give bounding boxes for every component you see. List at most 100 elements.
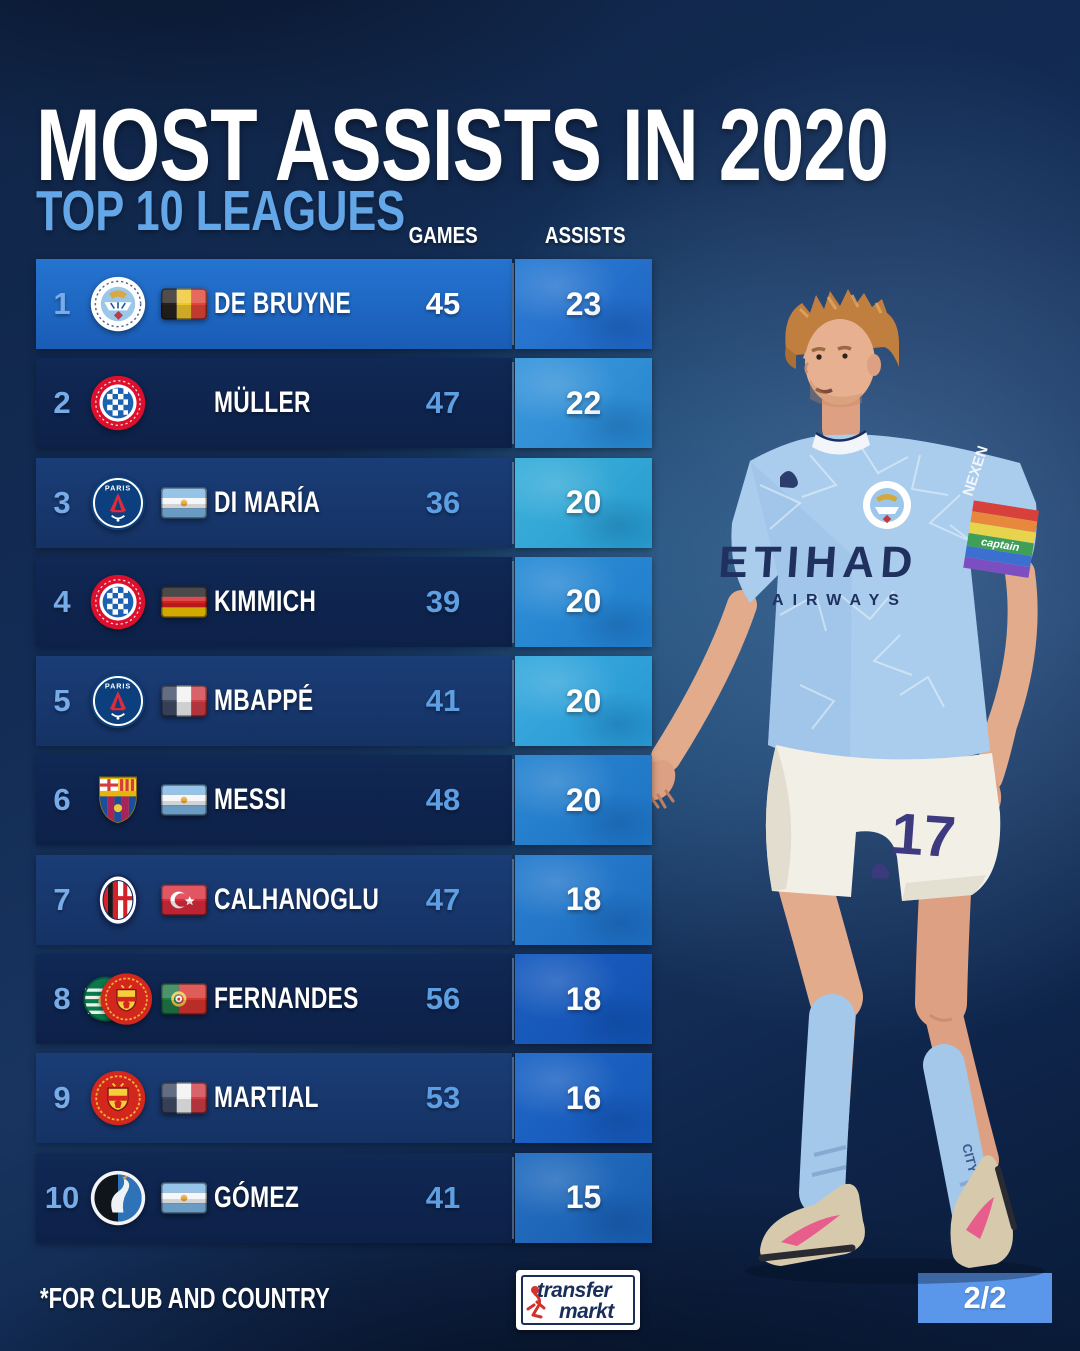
games-value: 47 [425, 881, 461, 917]
club-badges [82, 871, 154, 929]
assists-value: 20 [512, 457, 652, 548]
rank-number: 9 [53, 1080, 71, 1116]
nationality-flag-box [154, 983, 214, 1015]
assists-value: 20 [512, 656, 652, 747]
nationality-flag-box [154, 685, 214, 717]
club-badge-man-united [89, 1069, 147, 1127]
transfermarkt-logo: transfer markt [516, 1270, 640, 1330]
games-value: 36 [425, 484, 461, 520]
table-row: 3 DI MARÍA 36 20 [36, 457, 652, 548]
player-name: DI MARÍA [214, 485, 321, 519]
player-name: MÜLLER [214, 386, 311, 420]
flag-argentina [161, 1182, 207, 1214]
nationality-flag-box [154, 784, 214, 816]
svg-text:17: 17 [889, 801, 958, 870]
table-row: 6 MESSI 48 20 [36, 755, 652, 846]
assists-value: 18 [512, 954, 652, 1045]
games-value: 39 [425, 583, 461, 619]
assists-value: 23 [512, 259, 652, 349]
flag-belgium [161, 288, 207, 320]
rank-number: 6 [53, 782, 71, 818]
row-bar: 1 DE BRUYNE 45 [36, 259, 512, 349]
assists-value: 16 [512, 1053, 652, 1144]
club-badge-milan [89, 871, 147, 929]
transfermarkt-logo-inner: transfer markt [521, 1275, 635, 1325]
row-bar: 7 CALHANOGLU 47 [36, 854, 512, 945]
nationality-flag-box [154, 288, 214, 320]
games-value: 41 [425, 1179, 461, 1215]
flag-france [161, 1082, 207, 1114]
flag-france [161, 685, 207, 717]
table-row: 5 MBAPPÉ 41 20 [36, 656, 652, 747]
rank-number: 8 [53, 981, 71, 1017]
page-subtitle: TOP 10 LEAGUES [36, 179, 406, 244]
club-badge-bayern [89, 374, 147, 432]
assists-value: 20 [512, 556, 652, 647]
club-badge-psg [89, 672, 147, 730]
assists-value: 15 [512, 1152, 652, 1243]
player-name: FERNANDES [214, 982, 359, 1016]
games-value: 56 [425, 981, 461, 1017]
club-badge-man-united [99, 970, 154, 1028]
club-badges [82, 573, 154, 631]
player-name: CALHANOGLU [214, 882, 380, 916]
rank-number: 10 [44, 1179, 80, 1215]
svg-text:captain: captain [980, 536, 1020, 554]
club-badge-barcelona [89, 771, 147, 829]
table-row: 4 KIMMICH 39 20 [36, 556, 652, 647]
column-header-games: GAMES [408, 222, 478, 248]
table-row: 7 CALHANOGLU 47 18 [36, 854, 652, 945]
rank-number: 2 [53, 385, 71, 421]
club-badge-man-city [89, 275, 147, 333]
club-badges [82, 672, 154, 730]
assists-value: 22 [512, 358, 652, 449]
table-row: 10 GÓMEZ 41 15 [36, 1152, 652, 1243]
player-name: MARTIAL [214, 1081, 319, 1115]
table-row: 1 DE BRUYNE 45 23 [36, 259, 652, 349]
nationality-flag-box [154, 487, 214, 519]
svg-text:AIRWAYS: AIRWAYS [772, 592, 908, 609]
row-bar: 8 FERNANDES 56 [36, 954, 512, 1045]
svg-text:ETIHAD: ETIHAD [717, 538, 920, 587]
rank-number: 5 [53, 683, 71, 719]
row-bar: 2 MÜLLER 47 [36, 358, 512, 449]
nationality-flag-box [154, 586, 214, 618]
assists-ranking-table: 1 DE BRUYNE 45 23 2 MÜLLER 47 22 3 [36, 259, 652, 1252]
rank-number: 7 [53, 881, 71, 917]
page-indicator-badge: 2/2 [918, 1273, 1052, 1323]
flag-portugal [161, 983, 207, 1015]
games-value: 45 [425, 286, 461, 321]
row-bar: 4 KIMMICH 39 [36, 556, 512, 647]
flag-germany [161, 586, 207, 618]
row-bar: 3 DI MARÍA 36 [36, 457, 512, 548]
table-row: 9 MARTIAL 53 16 [36, 1053, 652, 1144]
player-name: MBAPPÉ [214, 684, 314, 718]
club-badges [82, 275, 154, 333]
nationality-flag-box [154, 1082, 214, 1114]
club-badges [82, 970, 154, 1028]
club-badge-atalanta [89, 1169, 147, 1227]
games-value: 41 [425, 683, 461, 719]
svg-text:CITY: CITY [959, 1142, 981, 1175]
player-name: MESSI [214, 783, 287, 817]
club-badge-psg [89, 474, 147, 532]
flag-turkey [161, 884, 207, 916]
assists-value: 20 [512, 755, 652, 846]
rank-number: 1 [53, 286, 71, 321]
assists-value: 18 [512, 854, 652, 945]
brand-word-bottom: markt [559, 1300, 614, 1323]
club-badges [82, 474, 154, 532]
row-bar: 6 MESSI 48 [36, 755, 512, 846]
club-badges [82, 771, 154, 829]
player-name: DE BRUYNE [214, 287, 352, 320]
column-header-assists: ASSISTS [544, 222, 626, 248]
player-name: GÓMEZ [214, 1180, 300, 1214]
club-badges [82, 1169, 154, 1227]
row-bar: 9 MARTIAL 53 [36, 1053, 512, 1144]
games-value: 48 [425, 782, 461, 818]
player-photo: CITY ETIHAD [640, 289, 1045, 1284]
brand-word-top: transfer [537, 1279, 612, 1302]
games-value: 53 [425, 1080, 461, 1116]
player-name: KIMMICH [214, 584, 317, 618]
